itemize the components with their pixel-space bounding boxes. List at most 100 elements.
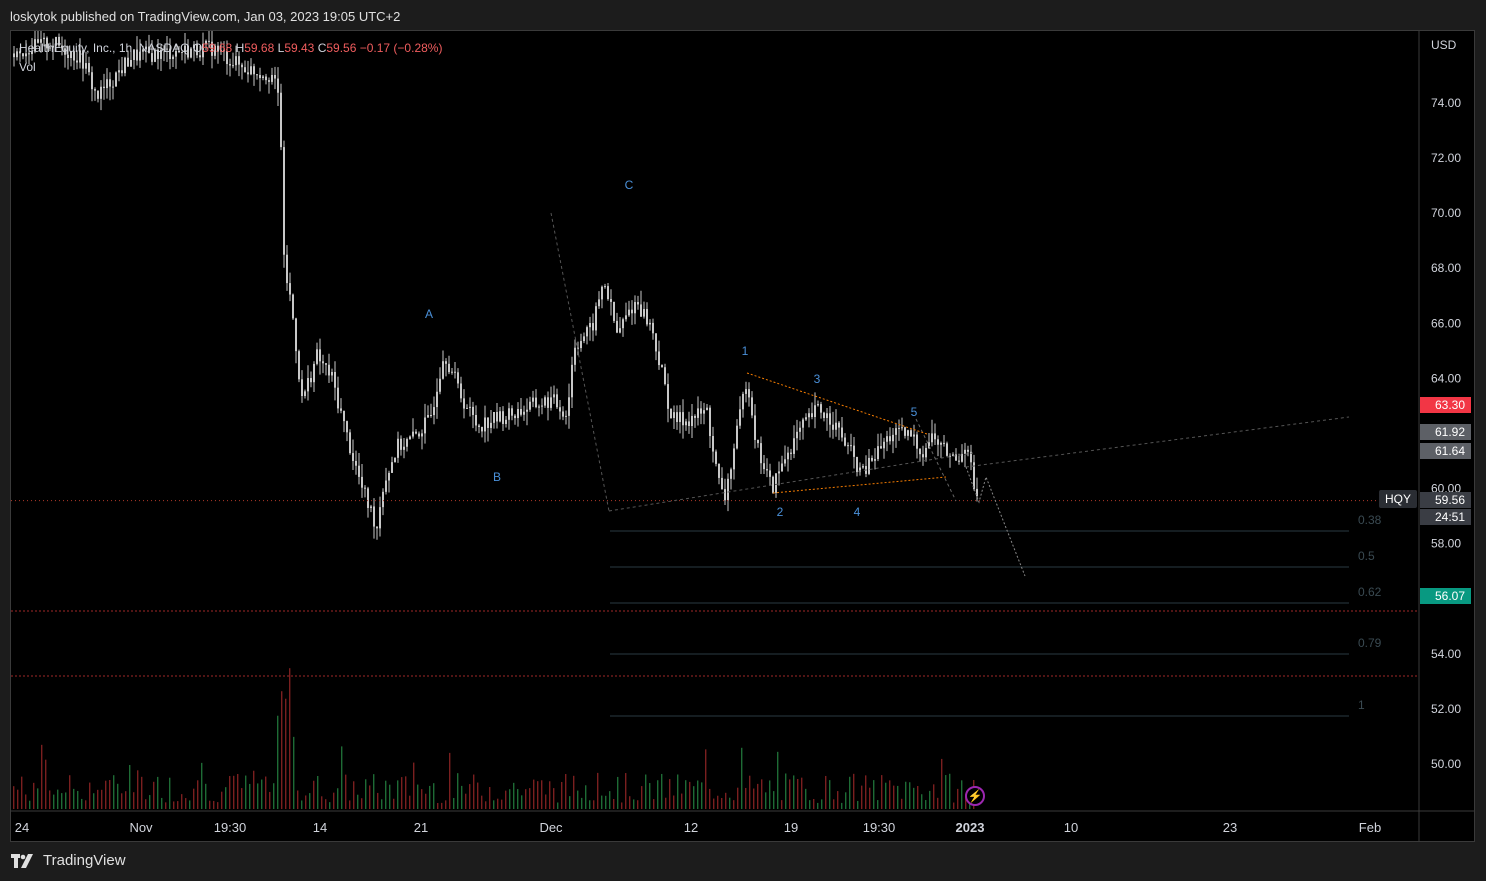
candle-body <box>370 506 372 508</box>
candle-body <box>877 446 879 460</box>
time-tick-label: Nov <box>129 820 153 835</box>
candle-body <box>715 451 717 464</box>
candle-body <box>418 433 420 437</box>
candle-body <box>622 319 624 329</box>
volume-bar <box>885 782 887 809</box>
volume-bar <box>361 798 363 809</box>
volume-bar <box>141 776 143 809</box>
triangle-lower-line <box>772 476 947 494</box>
legend-line[interactable]: HealthEquity, Inc., 1h, NASDAQ O59.68 H5… <box>19 41 442 55</box>
candle-body <box>550 397 552 408</box>
volume-bar <box>829 780 831 809</box>
volume-bar <box>509 789 511 809</box>
volume-bar <box>129 764 131 809</box>
volume-bar <box>237 773 239 809</box>
volume-bar <box>145 799 147 809</box>
candle-body <box>889 436 891 442</box>
candle-body <box>631 309 633 314</box>
candle-body <box>430 414 432 416</box>
candle-body <box>268 80 270 82</box>
volume-bar <box>945 775 947 809</box>
time-tick-label: Feb <box>1359 820 1381 835</box>
candle-body <box>151 53 153 62</box>
candle-body <box>280 92 282 148</box>
candle-body <box>121 70 123 74</box>
volume-bar <box>853 773 855 809</box>
volume-bar <box>169 777 171 809</box>
candle-body <box>817 404 819 406</box>
volume-bar <box>649 783 651 809</box>
volume-bar <box>781 800 783 809</box>
candle-body <box>895 428 897 435</box>
volume-bar <box>869 787 871 809</box>
candle-body <box>967 449 969 452</box>
trend-line <box>550 212 610 512</box>
wave-label: 2 <box>777 505 784 519</box>
volume-bar <box>705 749 707 809</box>
price-badge-label: 56.07 <box>1435 589 1465 603</box>
volume-bar <box>113 775 115 809</box>
price-badge-label: 61.64 <box>1435 444 1465 458</box>
candle-body <box>778 471 780 474</box>
price-tick-label: 54.00 <box>1431 647 1461 661</box>
candle-body <box>115 72 117 87</box>
candle-body <box>304 391 306 397</box>
time-tick-label: 2023 <box>956 820 985 835</box>
volume-bar <box>461 785 463 809</box>
volume-bar <box>673 795 675 809</box>
volume-bar <box>437 802 439 809</box>
candle-body <box>61 45 63 49</box>
volume-bar <box>745 787 747 809</box>
price-badge <box>1420 588 1471 604</box>
candle-body <box>838 422 840 428</box>
candle-body <box>292 294 294 319</box>
candle-body <box>448 363 450 373</box>
candle-body <box>475 414 477 426</box>
candle-body <box>58 36 60 46</box>
candle-body <box>733 448 735 470</box>
legend-value: O <box>193 41 202 55</box>
volume-bar <box>689 781 691 809</box>
candle-body <box>331 371 333 376</box>
candle-body <box>187 45 189 58</box>
candle-body <box>730 469 732 479</box>
candle-body <box>928 442 930 448</box>
volume-bar <box>29 800 31 809</box>
candle-body <box>874 459 876 461</box>
candle-body <box>16 51 18 58</box>
candle-body <box>412 431 414 437</box>
candle-body <box>73 51 75 61</box>
candle-body <box>100 86 102 99</box>
volume-bar <box>21 776 23 809</box>
candle-body <box>421 433 423 437</box>
candle-body <box>274 75 276 79</box>
candle-body <box>184 45 186 53</box>
candle-body <box>766 469 768 471</box>
candle-body <box>241 64 243 68</box>
wave-label: 5 <box>911 405 918 419</box>
volume-bar <box>221 791 223 809</box>
legend-value: 59.68 <box>244 41 277 55</box>
volume-bar <box>541 780 543 809</box>
candle-body <box>760 443 762 464</box>
legend-value: −0.17 (−0.28%) <box>360 41 443 55</box>
volume-bar <box>353 781 355 809</box>
volume-bar <box>937 797 939 809</box>
chart-pane[interactable]: 0.38 0.5 0.62 0.79 1 A B C 1 2 3 4 5 HealthEquity, In… <box>10 30 1475 842</box>
volume-bar <box>377 792 379 809</box>
lightning-icon[interactable]: ⚡ <box>965 786 985 806</box>
volume-bar <box>265 776 267 809</box>
volume-bar <box>773 791 775 809</box>
volume-bar <box>729 797 731 809</box>
candle-body <box>508 408 510 420</box>
legend-value: 59.56 <box>326 41 359 55</box>
legend-value: 59.43 <box>284 41 317 55</box>
candle-body <box>415 431 417 434</box>
volume-bar <box>417 784 419 809</box>
price-badge <box>1420 492 1471 508</box>
candle-body <box>28 53 30 55</box>
volume-label: Vol <box>19 60 36 74</box>
volume-bar <box>105 780 107 809</box>
volume-bar <box>229 776 231 809</box>
